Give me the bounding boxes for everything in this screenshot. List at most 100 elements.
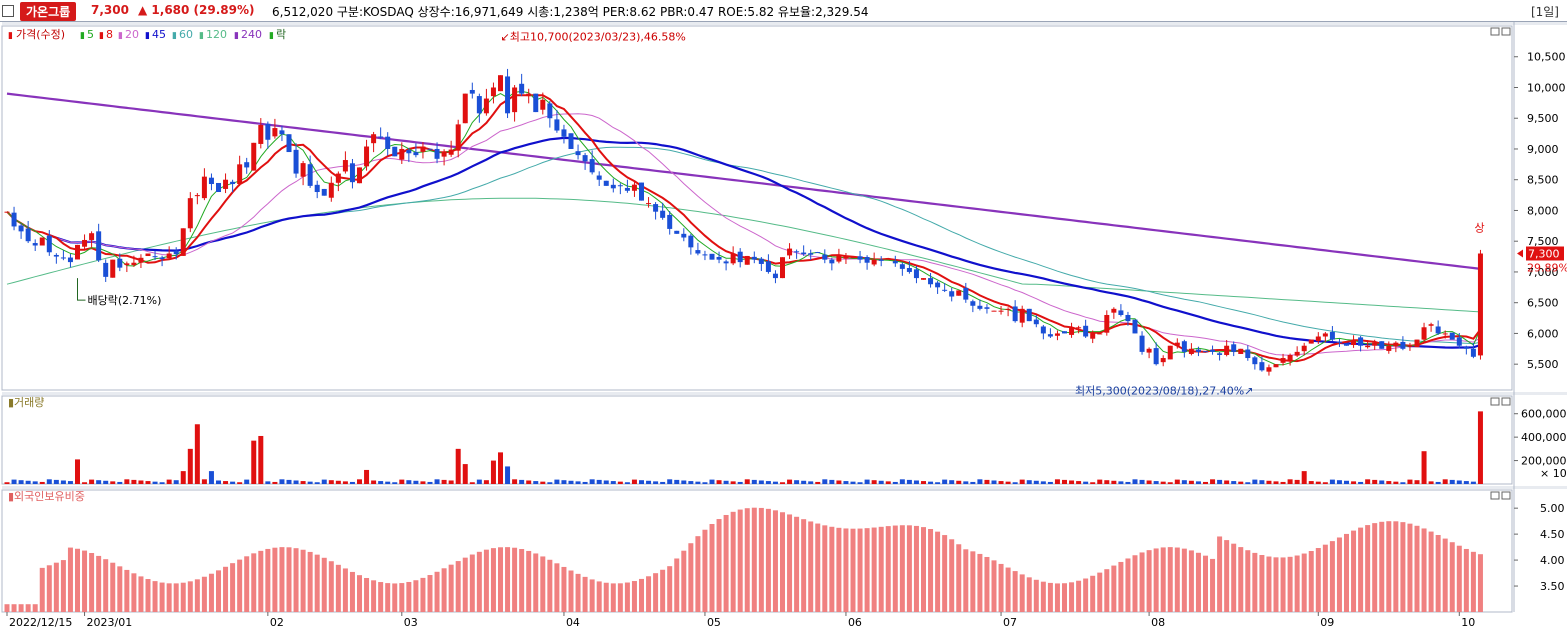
volume-bar bbox=[1210, 479, 1216, 484]
volume-panel-maximize-button bbox=[1501, 397, 1511, 406]
foreign-bar bbox=[145, 579, 151, 612]
foreign-bar bbox=[1463, 548, 1469, 612]
foreign-bar bbox=[357, 575, 362, 612]
legend-marker: ▮ bbox=[8, 31, 13, 41]
volume-bar bbox=[928, 481, 934, 484]
candle-body bbox=[1456, 337, 1462, 346]
candle-body bbox=[921, 278, 926, 280]
candle-body bbox=[399, 148, 405, 160]
candle-body bbox=[32, 243, 38, 246]
candle-body bbox=[892, 261, 898, 264]
candle-body bbox=[441, 151, 447, 157]
candle-body bbox=[589, 159, 595, 173]
volume-bar bbox=[737, 481, 743, 484]
candle-body bbox=[413, 152, 419, 156]
foreign-bar bbox=[808, 521, 814, 612]
volume-bar bbox=[984, 479, 990, 484]
candle-body bbox=[617, 185, 623, 187]
window-checkbox[interactable] bbox=[2, 5, 14, 17]
volume-bar bbox=[166, 479, 172, 484]
candle-body bbox=[103, 262, 109, 277]
foreign-bar bbox=[1470, 551, 1476, 612]
foreign-bar bbox=[434, 571, 440, 612]
candle-body bbox=[1428, 324, 1434, 326]
legend-ma-5: 5 bbox=[87, 28, 94, 41]
foreign-bar bbox=[476, 551, 482, 612]
foreign-bar bbox=[1336, 537, 1342, 612]
foreign-bar bbox=[1301, 553, 1307, 612]
last-pct-label: 29.89% bbox=[1527, 262, 1567, 275]
candle-body bbox=[89, 233, 95, 240]
candle-body bbox=[582, 155, 588, 162]
candle-body bbox=[201, 176, 207, 199]
period-selector[interactable]: [1일] bbox=[1530, 5, 1559, 19]
foreign-bar bbox=[25, 604, 31, 612]
candle-body bbox=[4, 211, 10, 213]
candle-body bbox=[1463, 347, 1469, 349]
candle-body bbox=[448, 149, 454, 155]
candle-body bbox=[716, 256, 722, 260]
candle-body bbox=[173, 250, 179, 255]
foreign-bar bbox=[575, 573, 581, 612]
volume-bar bbox=[681, 480, 687, 484]
volume-bar bbox=[1069, 480, 1075, 484]
candle-body bbox=[984, 307, 990, 309]
candle-body bbox=[293, 149, 299, 174]
candle-body bbox=[279, 130, 285, 135]
candle-body bbox=[82, 239, 88, 247]
foreign-bar bbox=[730, 511, 736, 612]
volume-bar bbox=[582, 481, 588, 484]
foreign-bar bbox=[1097, 572, 1103, 612]
price-panel bbox=[1, 25, 1513, 391]
candle-body bbox=[1344, 343, 1349, 346]
volume-bar bbox=[357, 479, 362, 484]
foreign-bar bbox=[871, 527, 877, 612]
volume-bar bbox=[906, 479, 912, 484]
volume-bar bbox=[991, 480, 997, 484]
volume-bar bbox=[1266, 480, 1272, 484]
candle-body bbox=[603, 180, 609, 186]
foreign-bar bbox=[1160, 547, 1166, 612]
candle-body bbox=[624, 187, 630, 191]
foreign-bar bbox=[850, 528, 856, 612]
low-annotation: 최저5,300(2023/08/18),27.40%↗ bbox=[1075, 384, 1253, 397]
candle-body bbox=[96, 231, 102, 261]
volume-bar bbox=[1167, 482, 1173, 484]
volume-bar bbox=[1463, 481, 1469, 484]
candle-body bbox=[1280, 358, 1286, 363]
candle-body bbox=[942, 289, 948, 291]
candle-body bbox=[1019, 308, 1025, 323]
candle-body bbox=[857, 256, 863, 260]
foreign-bar bbox=[998, 563, 1004, 612]
candle-body bbox=[1033, 319, 1039, 325]
foreign-bar bbox=[772, 510, 778, 612]
foreign-bar bbox=[533, 553, 539, 612]
volume-bar bbox=[251, 440, 257, 484]
foreign-bar bbox=[1062, 583, 1067, 612]
candle-body bbox=[364, 146, 370, 167]
volume-bar bbox=[314, 482, 320, 484]
volume-bar bbox=[67, 481, 73, 484]
volume-bar bbox=[1435, 481, 1441, 484]
volume-bar bbox=[4, 482, 10, 484]
volume-bar bbox=[1231, 481, 1237, 484]
volume-bar bbox=[772, 481, 778, 484]
foreign-bar bbox=[1139, 552, 1145, 612]
foreign-bar bbox=[864, 528, 870, 612]
foreign-bar bbox=[617, 583, 623, 612]
foreign-panel-minimize-button bbox=[1490, 491, 1500, 500]
foreign-bar bbox=[519, 549, 525, 612]
stock-name-badge[interactable]: 가온그룹 bbox=[20, 2, 77, 21]
volume-bar bbox=[272, 481, 278, 484]
foreign-bar bbox=[1083, 578, 1089, 612]
volume-bar bbox=[864, 479, 870, 484]
candle-body bbox=[1386, 345, 1392, 351]
volume-bar bbox=[751, 479, 757, 484]
candle-body bbox=[1062, 331, 1067, 334]
candle-body bbox=[314, 184, 320, 193]
foreign-bar bbox=[1287, 556, 1293, 612]
volume-panel-separator bbox=[2, 392, 1567, 395]
foreign-bar bbox=[307, 551, 313, 612]
foreign-bar bbox=[977, 553, 983, 612]
legend-ma-45: 45 bbox=[152, 28, 166, 41]
